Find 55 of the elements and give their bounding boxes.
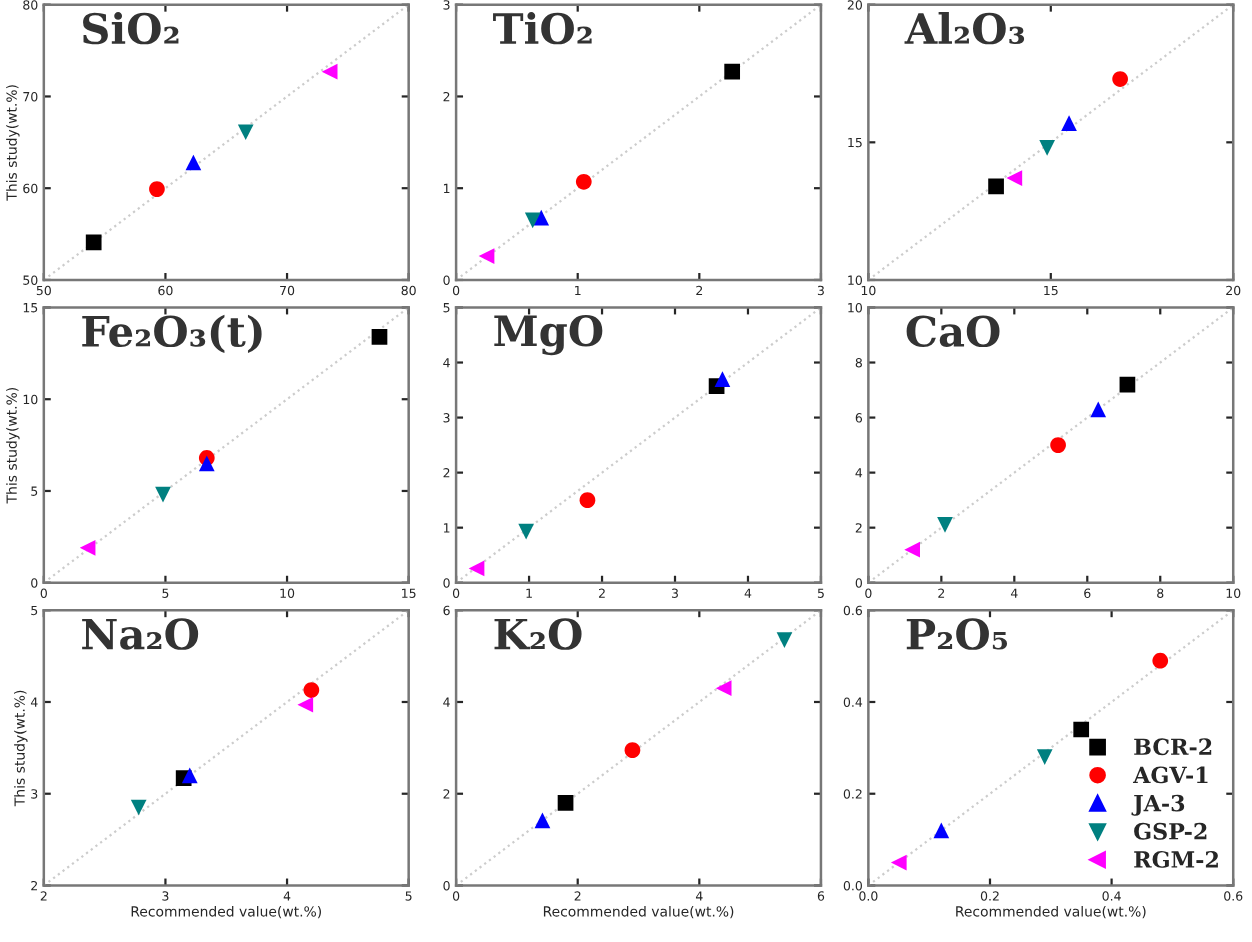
point	[557, 795, 574, 811]
point	[198, 455, 215, 472]
chart-title: MgO	[494, 314, 603, 356]
legend-label: BCR-2	[1134, 738, 1212, 756]
point	[478, 248, 495, 264]
point	[155, 486, 171, 503]
chart-title: K₂O	[494, 618, 582, 650]
legend-label: RGM-2	[1134, 851, 1218, 868]
point	[714, 371, 731, 387]
point	[1061, 115, 1077, 131]
point	[1039, 139, 1055, 156]
chart-title: Na₂O	[82, 618, 199, 650]
chart-title: CaO	[906, 315, 1000, 348]
point	[85, 234, 102, 251]
point	[575, 173, 592, 190]
point	[518, 523, 534, 540]
point	[534, 812, 551, 829]
point	[1119, 376, 1136, 393]
chart-title: Al₂O₃	[904, 12, 1025, 45]
point	[1112, 71, 1128, 87]
point	[776, 632, 793, 648]
chart-title: TiO₂	[493, 12, 592, 45]
point	[1006, 170, 1023, 186]
chart-title: SiO₂	[83, 12, 179, 45]
point	[79, 540, 96, 556]
point	[1036, 749, 1053, 765]
point	[624, 742, 641, 759]
point	[237, 124, 254, 141]
point	[468, 560, 485, 577]
point	[371, 328, 388, 345]
legend-label: AGV-1	[1132, 766, 1208, 784]
point	[579, 492, 596, 508]
legend-label: GSP-2	[1134, 822, 1207, 840]
point	[1090, 401, 1107, 418]
point	[988, 178, 1004, 195]
point	[1073, 721, 1090, 738]
point	[149, 181, 165, 197]
point	[904, 541, 921, 558]
point	[1152, 652, 1169, 669]
point	[937, 517, 953, 533]
point	[303, 682, 320, 698]
chart-title: Fe₂O₃(t)	[82, 314, 262, 353]
point	[1050, 437, 1066, 453]
chart-title: P₂O₅	[906, 618, 1008, 650]
legend-label: JA-3	[1131, 794, 1185, 816]
point	[890, 854, 907, 871]
point	[715, 680, 732, 697]
point	[321, 63, 338, 80]
point	[297, 696, 314, 713]
point	[181, 767, 198, 784]
point	[933, 822, 950, 839]
point	[185, 154, 202, 171]
point	[724, 63, 741, 80]
point	[524, 212, 541, 229]
point	[130, 799, 147, 816]
